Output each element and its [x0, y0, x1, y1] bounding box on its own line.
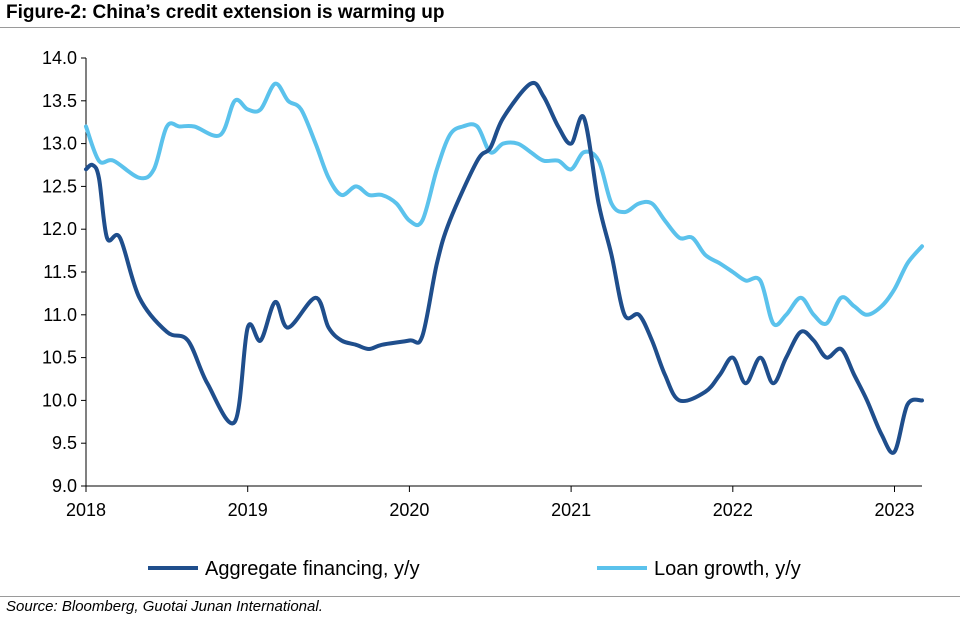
y-tick-label: 14.0 — [42, 48, 77, 68]
chart-axes: 9.0 9.5 10.0 10.5 11.0 11.5 12.0 12.5 13.0 13.5 14… — [42, 48, 922, 520]
series-line-aggregate-financing-y-y — [84, 80, 924, 455]
y-tick-label: 11.5 — [43, 262, 77, 282]
legend-label-loan-growth-y-y: Loan growth, y/y — [654, 558, 801, 580]
x-tick-label: 2021 — [551, 500, 591, 520]
x-tick-label: 2018 — [66, 500, 106, 520]
y-tick-label: 11.0 — [43, 305, 77, 325]
series-line-loan-growth-y-y — [84, 81, 924, 328]
x-tick-label: 2023 — [874, 500, 914, 520]
series-layer — [84, 80, 924, 455]
line-chart: 9.0 9.5 10.0 10.5 11.0 11.5 12.0 12.5 13.0 13.5 14… — [42, 48, 924, 580]
x-tick-label: 2022 — [713, 500, 753, 520]
y-tick-label: 13.0 — [42, 134, 77, 154]
y-tick-label: 13.5 — [42, 91, 77, 111]
chart-title: Figure-2: China’s credit extension is wa… — [6, 2, 445, 23]
y-tick-label: 12.0 — [42, 219, 77, 239]
source-divider — [0, 596, 960, 597]
source-note: Source: Bloomberg, Guotai Junan Internat… — [6, 598, 323, 615]
y-tick-label: 9.5 — [52, 433, 77, 453]
y-tick-label: 12.5 — [42, 176, 77, 196]
legend-label-aggregate-financing-y-y: Aggregate financing, y/y — [205, 558, 420, 580]
chart-legend: Aggregate financing, y/y Loan growth, y/y — [148, 558, 801, 580]
title-divider — [0, 27, 960, 28]
y-tick-label: 10.0 — [42, 390, 77, 410]
x-tick-label: 2019 — [228, 500, 268, 520]
y-tick-label: 10.5 — [42, 348, 77, 368]
x-tick-label: 2020 — [389, 500, 429, 520]
y-tick-label: 9.0 — [52, 476, 77, 496]
